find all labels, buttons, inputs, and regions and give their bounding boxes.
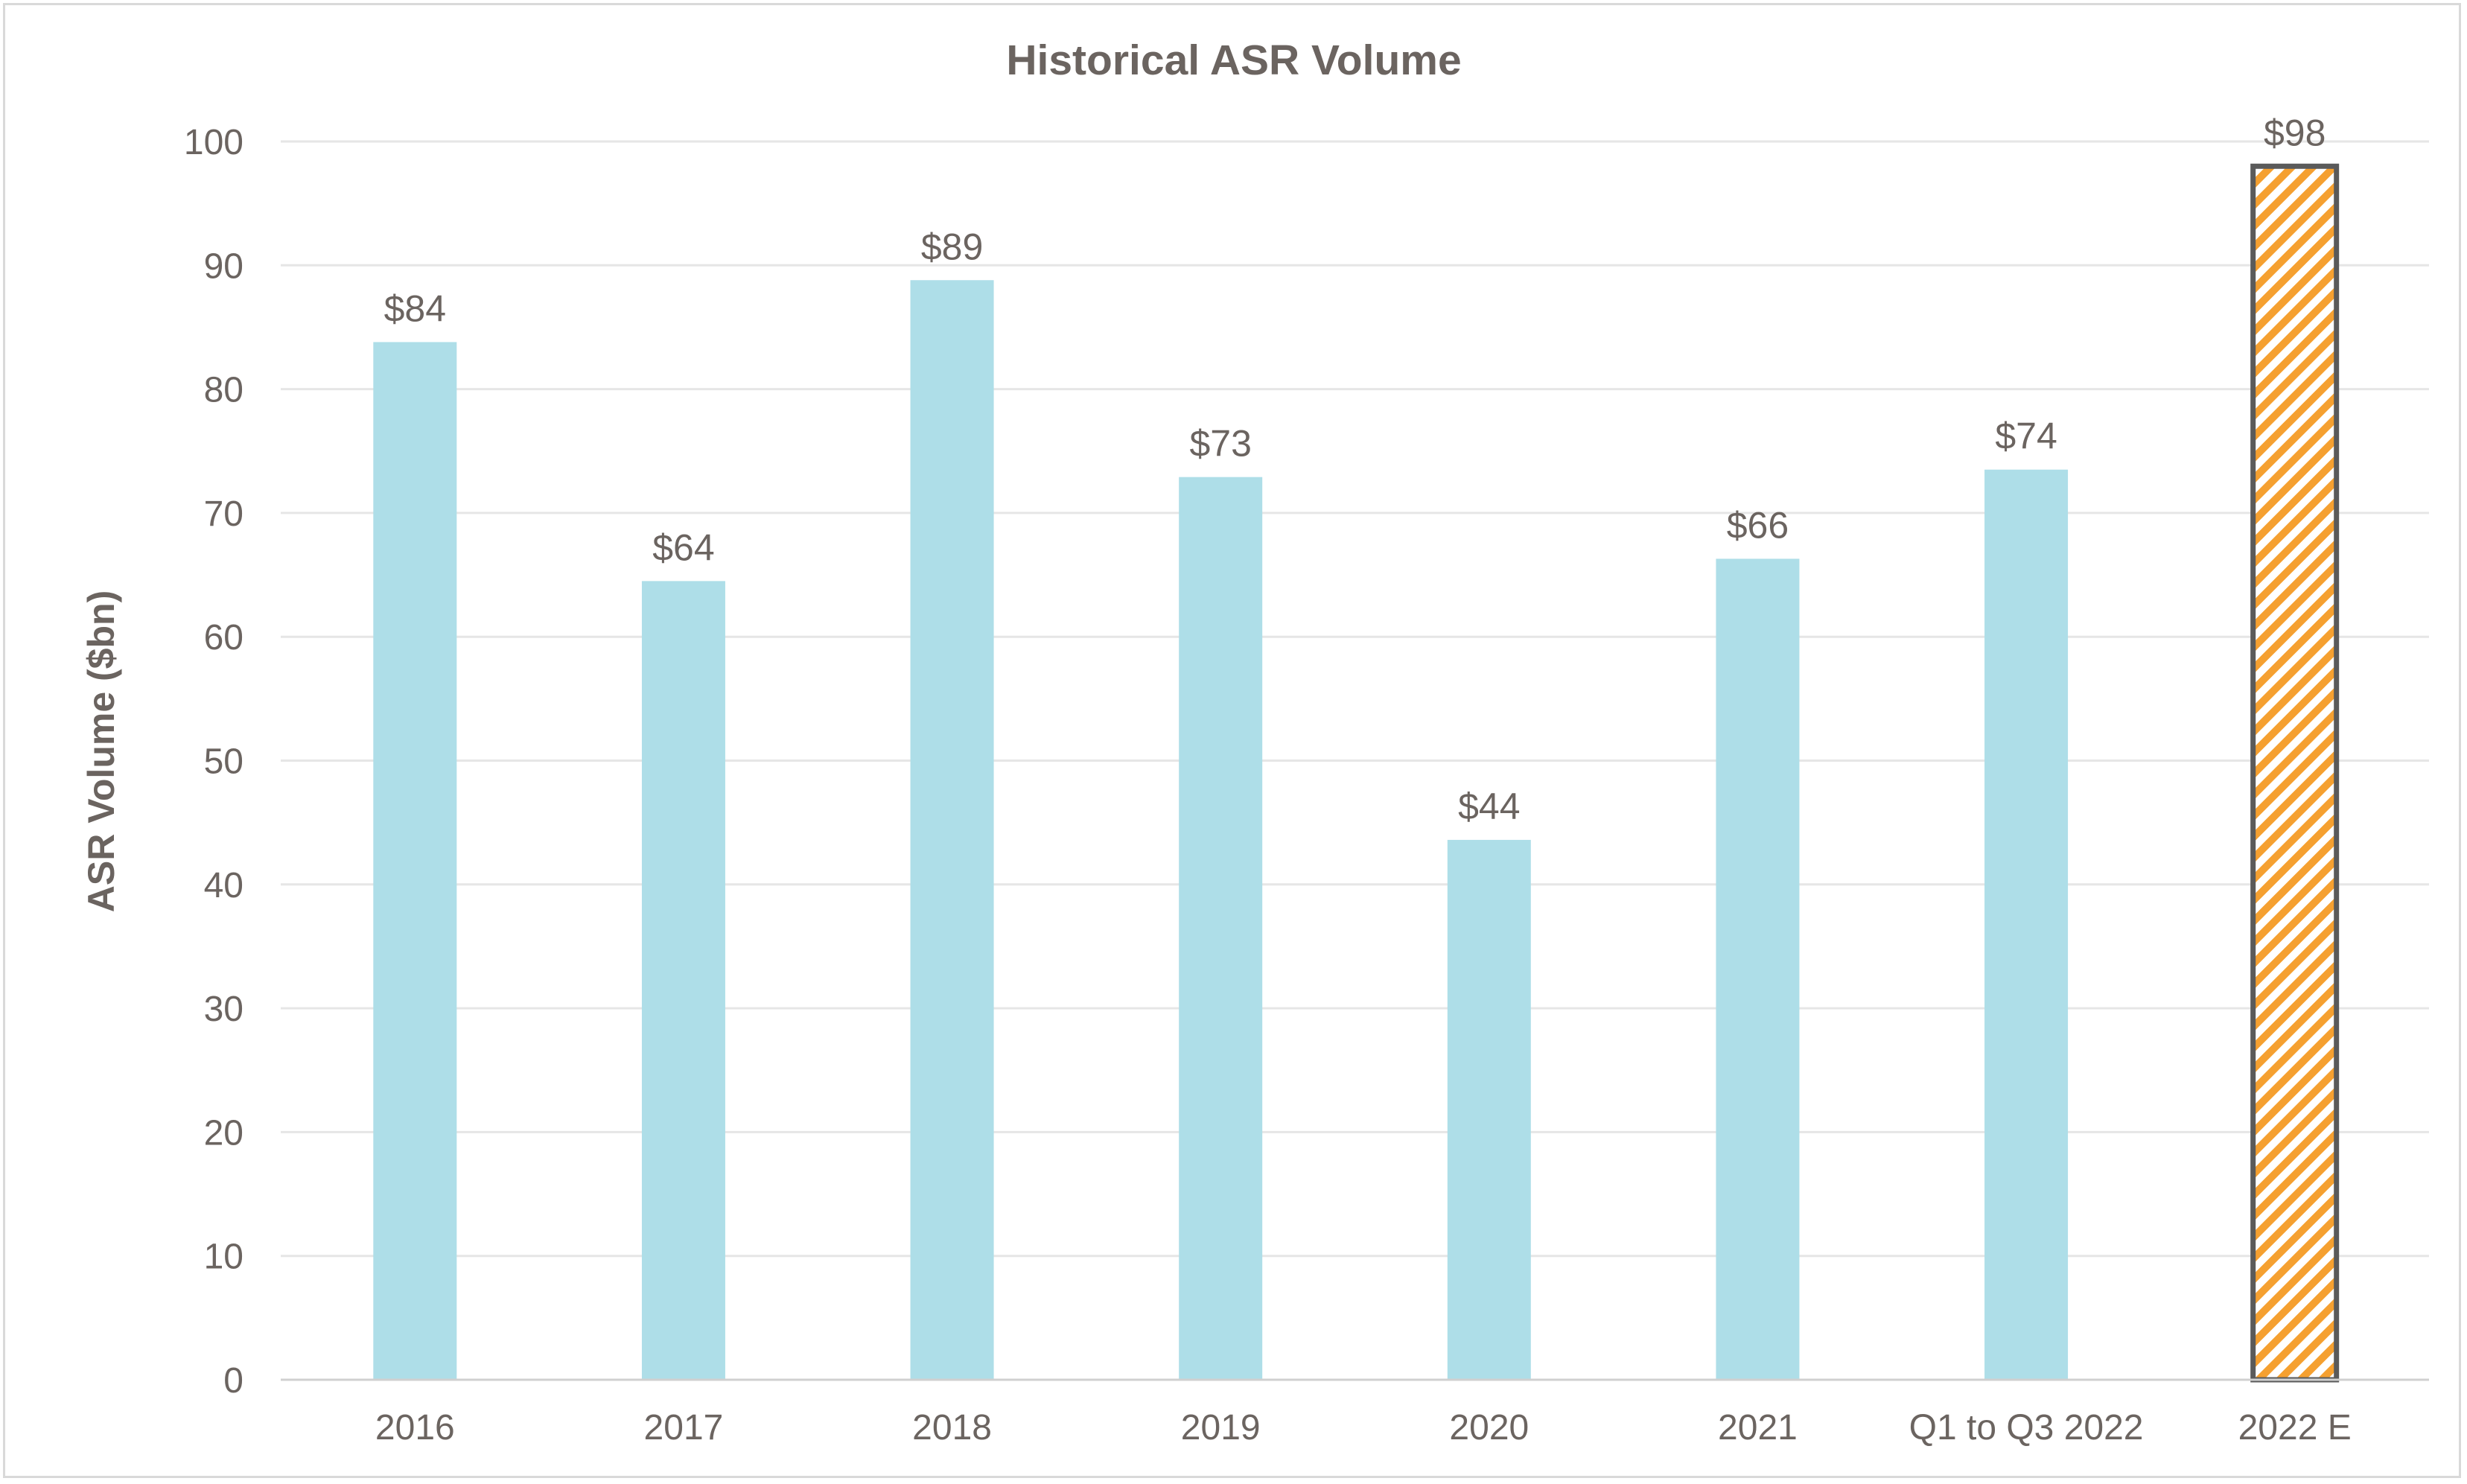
data-label: $98 [2264,112,2326,153]
data-label: $73 [1189,423,1251,465]
x-tick-label: Q1 to Q3 2022 [1909,1408,2144,1448]
chart-frame: 0 10 20 30 40 50 60 70 80 90 100 $84 2016 $64 2017 $89 2… [3,3,2461,1478]
bar [641,581,725,1380]
bars [373,163,2340,1383]
data-label: $74 [1995,415,2057,457]
chart-title: Historical ASR Volume [1006,36,1461,84]
bar [1716,558,1800,1380]
data-label: $66 [1727,504,1789,546]
x-tick-label: 2020 [1449,1408,1529,1448]
gridlines [281,140,2429,1258]
data-label: $89 [921,226,983,267]
y-axis-title: ASR Volume ($bn) [80,590,122,912]
labels: 0 10 20 30 40 50 60 70 80 90 100 $84 2016 $64 2017 $89 2… [184,112,2352,1448]
data-label: $44 [1458,786,1520,827]
data-label: $64 [652,526,714,568]
x-tick-label: 2018 [912,1408,992,1448]
bar [373,342,457,1380]
x-tick-label: 2019 [1181,1408,1261,1448]
y-tick-label: 10 [204,1238,243,1277]
x-tick-label: 2021 [1718,1408,1798,1448]
y-tick-label: 20 [204,1113,243,1153]
bar [1179,477,1263,1380]
y-tick-label: 30 [204,990,243,1029]
bar [1984,469,2069,1380]
data-label: $84 [384,287,446,329]
bar [1447,839,1531,1380]
bar [910,280,994,1380]
x-tick-label: 2016 [375,1408,455,1448]
x-tick-label: 2017 [644,1408,724,1448]
y-tick-label: 80 [204,371,243,410]
x-tick-label: 2022 E [2238,1408,2352,1448]
y-tick-label: 100 [184,123,243,162]
y-tick-label: 0 [223,1361,243,1401]
y-tick-label: 70 [204,494,243,534]
y-tick-label: 50 [204,742,243,782]
y-tick-label: 60 [204,618,243,657]
bar-estimate [2250,163,2340,1383]
y-tick-label: 40 [204,866,243,905]
bar-chart: 0 10 20 30 40 50 60 70 80 90 100 $84 2016 $64 2017 $89 2… [80,36,2429,1448]
y-tick-label: 90 [204,246,243,286]
